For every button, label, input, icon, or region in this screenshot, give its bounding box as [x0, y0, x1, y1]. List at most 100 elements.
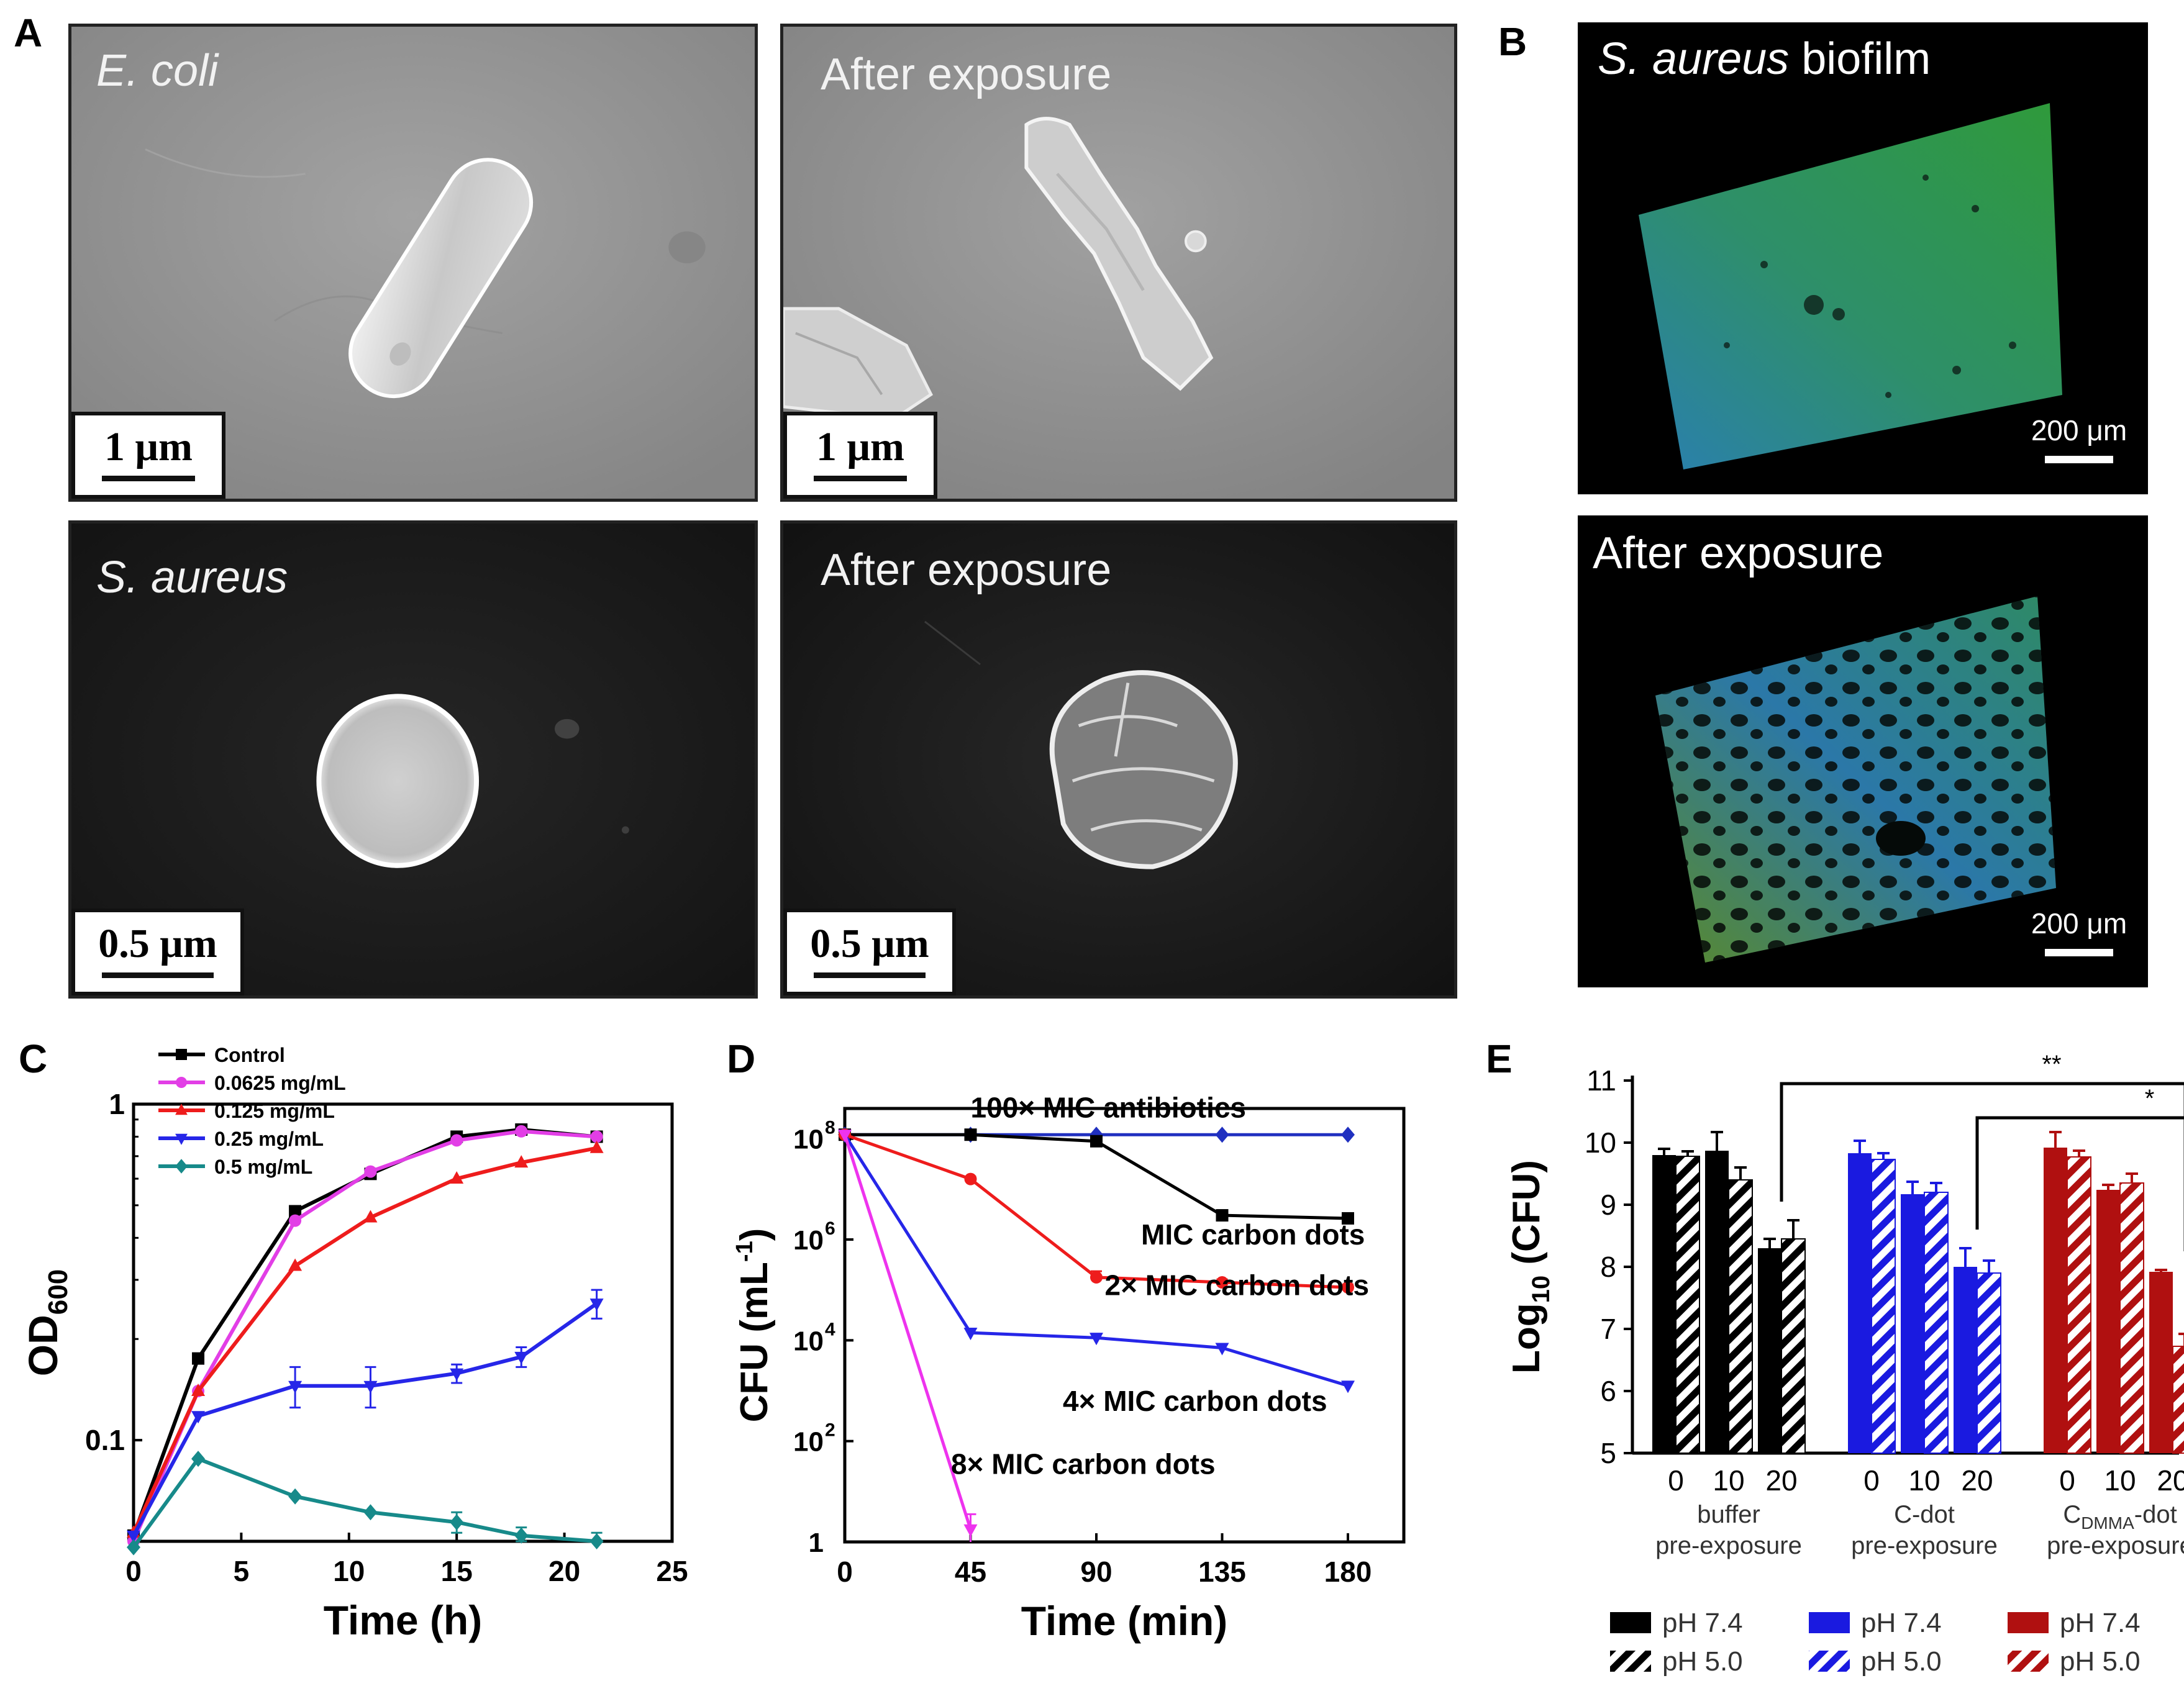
scale-bar-label: 200 μm	[2031, 907, 2127, 940]
legend-label: Control	[214, 1044, 285, 1066]
legend-label: 0.125 mg/mL	[214, 1100, 335, 1122]
series-1	[839, 1128, 1354, 1225]
x-category-label: 10	[2104, 1464, 2136, 1497]
legend-swatch-solid	[1809, 1612, 1850, 1633]
bar-ph74	[1652, 1155, 1676, 1453]
data-point	[1342, 1281, 1354, 1294]
y-tick-label: 10	[793, 1125, 824, 1155]
legend-swatch-hatched	[1809, 1651, 1850, 1672]
x-tick-label: 20	[548, 1555, 580, 1587]
scale-bar-label: 0.5 μm	[98, 921, 217, 966]
bar-ph74	[1758, 1248, 1781, 1453]
data-point	[838, 1130, 852, 1143]
legend-swatch-marker	[176, 1077, 187, 1088]
legend-entry-2: pH 7.4 pH 5.0	[2008, 1608, 2141, 1677]
plot-frame	[132, 1102, 674, 1543]
bar-group-1	[1848, 1140, 2001, 1454]
data-point	[1342, 1212, 1354, 1225]
series-line	[132, 1129, 597, 1543]
data-point	[1090, 1271, 1103, 1284]
x-tick-label: 45	[955, 1556, 986, 1588]
sem-saureus-image: S. aureus 0.5 μm	[68, 520, 758, 999]
series-label: 100× MIC antibiotics	[971, 1092, 1247, 1124]
y-tick-label: 10	[1585, 1126, 1616, 1159]
group-label-line2: pre-exposure	[1851, 1532, 1998, 1559]
series-line	[132, 1456, 597, 1549]
confocal-biofilm-after-image: After exposure 200 μm	[1578, 515, 2148, 987]
x-tick-label: 90	[1080, 1556, 1112, 1588]
data-point	[288, 1488, 303, 1505]
biofilm-3d-render	[1639, 103, 2062, 469]
data-point	[589, 1298, 604, 1312]
panel-label-b: B	[1498, 19, 1527, 64]
x-tick-label: 180	[1324, 1556, 1372, 1588]
y-tick-label: 10	[793, 1326, 824, 1356]
sem-ecoli-after-image: After exposure 1 μm	[780, 24, 1457, 502]
x-axis-label: Time (h)	[324, 1597, 482, 1643]
x-tick-label: 25	[656, 1555, 688, 1587]
data-point	[1341, 1380, 1355, 1394]
y-tick-label: 10	[793, 1225, 824, 1256]
y-tick-label: 5	[1600, 1437, 1616, 1469]
y-axis-label-end: (CFU)	[1505, 1160, 1548, 1276]
data-point	[450, 1514, 464, 1531]
sem-label-ecoli: E. coli	[96, 46, 219, 96]
data-point	[1216, 1276, 1229, 1289]
significance-label: **	[2042, 1051, 2061, 1078]
y-tick-label: 10	[793, 1427, 824, 1457]
data-point	[450, 1368, 464, 1381]
bar-group-0	[1652, 1131, 1806, 1454]
data-point	[590, 1130, 603, 1143]
data-point	[514, 1527, 529, 1544]
bracket-line	[1975, 1116, 2184, 1251]
data-point	[450, 1134, 463, 1147]
panel-label-c: C	[19, 1036, 48, 1081]
bar-ph74	[2096, 1190, 2120, 1453]
series-line	[132, 1146, 598, 1534]
scale-bar-ecoli: 1 μm	[71, 412, 225, 499]
data-point	[289, 1205, 302, 1218]
y-axis-label: CFU (mL-1)	[732, 1228, 776, 1423]
x-tick-label: 0	[837, 1556, 853, 1588]
bar-ph50	[2119, 1182, 2144, 1454]
panel-label-e: E	[1486, 1036, 1513, 1081]
y-tick-label: 1	[809, 1528, 824, 1558]
x-category-label: 0	[1863, 1464, 1880, 1497]
x-category-label: 10	[1713, 1464, 1744, 1497]
data-point	[363, 1210, 378, 1223]
data-point	[450, 1171, 464, 1184]
chart-c-growth-curves: 0 5 10 15 20 25 0.1 1 Time (h) OD600 Control 0.0625…	[20, 1044, 688, 1643]
legend-label-hatched: pH 5.0	[2060, 1646, 2141, 1677]
scale-bar-biofilm: 200 μm	[2026, 414, 2132, 463]
legend-swatch-solid	[1610, 1612, 1651, 1633]
sem-saureus-after-image: After exposure 0.5 μm	[780, 520, 1457, 999]
data-point	[289, 1214, 302, 1227]
y-tick-label: 1	[109, 1088, 125, 1120]
group-label-line2: pre-exposure	[2047, 1532, 2184, 1559]
series-1	[127, 1125, 603, 1548]
y-axis-label-end: )	[733, 1228, 776, 1241]
data-point	[288, 1258, 303, 1271]
sem-label-saureus-after: After exposure	[821, 545, 1112, 595]
plot-frame	[843, 1107, 1406, 1544]
data-point	[191, 1384, 206, 1397]
x-category-label: 10	[1908, 1464, 1940, 1497]
bar-ph74	[2044, 1148, 2067, 1453]
data-point	[1090, 1135, 1103, 1148]
data-point	[514, 1155, 529, 1168]
legend: Control 0.0625 mg/mL 0.125 mg/mL 0.25 mg/mL…	[158, 1044, 346, 1178]
y-axis-label: Log10 (CFU)	[1505, 1160, 1555, 1374]
bar-ph74	[1705, 1151, 1729, 1453]
series-4	[127, 1451, 604, 1556]
legend-swatch-hatched	[1610, 1651, 1651, 1672]
y-tick-label: 11	[1586, 1064, 1616, 1097]
bar-ph50	[2067, 1156, 2091, 1454]
group-label-end: -dot	[2134, 1501, 2177, 1528]
series-label: 4× MIC carbon dots	[1063, 1385, 1327, 1417]
data-point	[363, 1504, 378, 1521]
sem-label-saureus: S. aureus	[96, 553, 288, 602]
significance-label: *	[2145, 1085, 2155, 1112]
biofilm-after-3d-render	[1655, 596, 2056, 963]
series-3	[838, 1130, 1355, 1394]
